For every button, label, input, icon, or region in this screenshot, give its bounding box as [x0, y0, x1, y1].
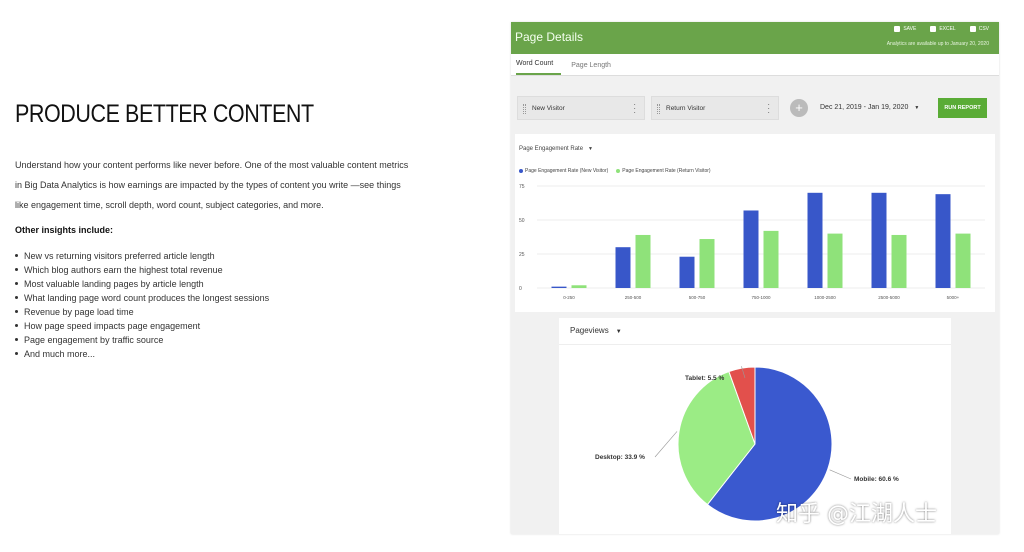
list-item: Which blog authors earn the highest tota…: [15, 263, 415, 277]
more-vert-icon[interactable]: · · ·: [767, 100, 770, 117]
metric-label: Pageviews: [570, 326, 609, 335]
list-item: Page engagement by traffic source: [15, 333, 415, 347]
y-tick-label: 25: [519, 252, 525, 258]
bar[interactable]: [551, 286, 567, 288]
pageviews-pie-chart: Mobile: 60.6 % Desktop: 33.9 % Tablet: 5.5…: [595, 366, 899, 522]
section-headline: PRODUCE BETTER CONTENT: [15, 100, 314, 128]
engagement-bar-chart: 0 25 50 75 0-250 250-500 500-750 750-1000 1000-2…: [519, 184, 985, 300]
drag-handle-icon[interactable]: [657, 104, 660, 114]
x-tick-label: 5000+: [947, 295, 960, 300]
insights-heading: Other insights include:: [15, 225, 114, 235]
x-tick-label: 2500-5000: [878, 295, 900, 300]
bar[interactable]: [955, 233, 971, 288]
legend-item[interactable]: Page Engagement Rate (Return Visitor): [616, 168, 711, 174]
legend-label: Page Engagement Rate (Return Visitor): [622, 168, 711, 174]
x-tick-label: 1000-2500: [814, 295, 836, 300]
bar[interactable]: [871, 192, 887, 288]
bar[interactable]: [891, 234, 907, 288]
list-item: New vs returning visitors preferred arti…: [15, 249, 415, 263]
pie-label: Desktop: 33.9 %: [595, 454, 645, 461]
tab-word-count[interactable]: Word Count: [516, 60, 562, 75]
bar[interactable]: [935, 194, 951, 288]
pageviews-chart-card: Pageviews ▼ Mobile: 60.6 % Desktop: 33.9 %…: [559, 318, 951, 534]
legend-item[interactable]: Page Engagement Rate (New Visitor): [519, 168, 608, 174]
excel-icon: [930, 26, 937, 32]
x-tick-label: 750-1000: [751, 295, 771, 300]
segment-label: Return Visitor: [666, 104, 706, 112]
bar[interactable]: [763, 230, 779, 288]
csv-icon: [969, 26, 976, 32]
chart-legend: Page Engagement Rate (New Visitor) Page …: [519, 168, 711, 174]
bar[interactable]: [807, 192, 823, 288]
drag-handle-icon[interactable]: [523, 104, 526, 114]
tab-bar: Word Count Page Length: [511, 54, 999, 76]
list-item: Most valuable landing pages by article l…: [15, 277, 415, 291]
list-item: Revenue by page load time: [15, 305, 415, 319]
bar[interactable]: [743, 210, 759, 288]
x-tick-label: 500-750: [689, 295, 706, 300]
bar[interactable]: [635, 234, 651, 288]
list-item: How page speed impacts page engagement: [15, 319, 415, 333]
bar[interactable]: [827, 233, 843, 288]
availability-note: Analytics are available up to January 20…: [886, 41, 989, 47]
save-button[interactable]: SAVE: [894, 26, 916, 32]
pie-slice[interactable]: [677, 370, 756, 506]
metric-label: Page Engagement Rate: [519, 146, 584, 152]
legend-swatch: [616, 168, 621, 173]
date-range-picker[interactable]: Dec 21, 2019 - Jan 19, 2020 ▼: [820, 104, 919, 111]
page-details-panel: Page Details SAVE EXCEL CSV Analytics ar…: [511, 22, 999, 534]
metric-dropdown[interactable]: Page Engagement Rate ▼: [519, 146, 593, 152]
more-vert-icon[interactable]: · · ·: [633, 100, 636, 117]
run-report-button[interactable]: RUN REPORT: [938, 98, 987, 118]
panel-title: Page Details: [515, 30, 584, 44]
y-tick-label: 50: [519, 218, 525, 224]
save-label: SAVE: [903, 26, 917, 32]
list-item: And much more...: [15, 347, 415, 361]
watermark: 知乎 @江湖人士: [776, 502, 937, 527]
intro-paragraph: Understand how your content performs lik…: [15, 160, 409, 210]
report-controls: New Visitor · · · Return Visitor · · · + Dec…: [517, 96, 987, 122]
leader-line: [741, 366, 746, 379]
save-icon: [894, 26, 901, 32]
y-tick-label: 75: [519, 184, 525, 190]
export-actions: SAVE EXCEL CSV: [894, 26, 989, 32]
chevron-down-icon: ▼: [615, 329, 622, 335]
segment-label: New Visitor: [532, 104, 565, 112]
bar[interactable]: [679, 256, 695, 288]
insights-list: New vs returning visitors preferred arti…: [15, 249, 415, 361]
bar[interactable]: [699, 239, 715, 288]
panel-header: Page Details SAVE EXCEL CSV Analytics ar…: [511, 22, 999, 54]
csv-button[interactable]: CSV: [969, 26, 989, 32]
chevron-down-icon: ▼: [914, 105, 920, 111]
legend-label: Page Engagement Rate (New Visitor): [525, 168, 609, 174]
divider: [559, 344, 951, 345]
tab-page-length[interactable]: Page Length: [571, 62, 611, 69]
chevron-down-icon: ▼: [588, 146, 593, 152]
leader-line: [654, 431, 678, 458]
bar[interactable]: [615, 247, 631, 288]
csv-label: CSV: [978, 26, 989, 32]
y-tick-label: 0: [519, 286, 522, 292]
date-range-label: Dec 21, 2019 - Jan 19, 2020: [820, 104, 909, 111]
x-tick-label: 250-500: [625, 295, 642, 300]
x-tick-label: 0-250: [563, 295, 575, 300]
excel-label: EXCEL: [939, 26, 956, 32]
segment-new-visitor[interactable]: New Visitor · · ·: [517, 96, 645, 120]
legend-swatch: [519, 168, 523, 173]
pageviews-dropdown[interactable]: Pageviews ▼: [570, 326, 622, 335]
leader-line: [829, 469, 852, 480]
add-segment-button[interactable]: +: [790, 99, 808, 117]
bar[interactable]: [571, 285, 587, 288]
segment-return-visitor[interactable]: Return Visitor · · ·: [651, 96, 779, 120]
marketing-section: PRODUCE BETTER CONTENT Understand how yo…: [15, 100, 415, 361]
pie-label: Tablet: 5.5 %: [685, 375, 724, 382]
pie-slice[interactable]: [706, 366, 833, 522]
list-item: What landing page word count produces th…: [15, 291, 415, 305]
pie-label: Mobile: 60.6 %: [854, 476, 899, 483]
excel-button[interactable]: EXCEL: [930, 26, 956, 32]
engagement-chart-card: Page Engagement Rate ▼ Page Engagement Ra…: [515, 134, 995, 312]
